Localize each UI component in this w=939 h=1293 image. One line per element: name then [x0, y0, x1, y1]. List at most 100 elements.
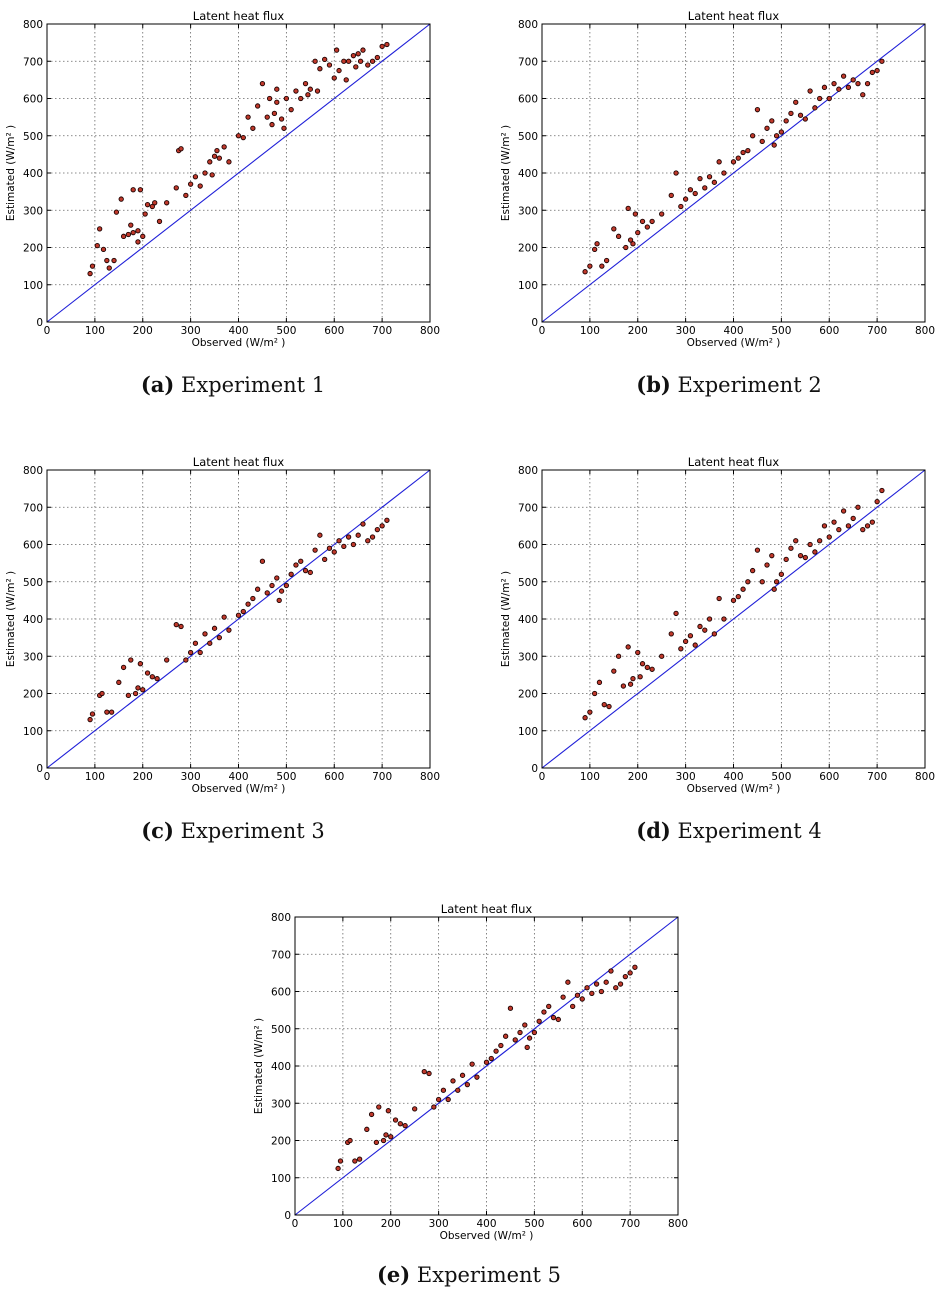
- data-point: [164, 200, 170, 206]
- data-point: [550, 1014, 557, 1021]
- y-tick-label: 700: [518, 56, 538, 68]
- y-tick-label: 400: [518, 614, 538, 626]
- y-tick-label: 800: [518, 465, 538, 477]
- y-tick-label: 300: [271, 1098, 291, 1110]
- data-point: [812, 105, 818, 111]
- data-point: [376, 1104, 382, 1110]
- x-tick-label: 800: [668, 1218, 688, 1230]
- x-tick-label: 500: [771, 771, 791, 783]
- chart-title-e: Latent heat flux: [441, 902, 533, 916]
- data-point: [254, 586, 261, 592]
- data-point: [202, 170, 208, 176]
- x-tick-label: 0: [44, 325, 51, 337]
- data-point: [137, 661, 144, 667]
- data-point: [587, 263, 593, 269]
- data-point: [132, 690, 139, 697]
- data-point: [116, 679, 122, 685]
- data-point: [113, 209, 120, 215]
- data-point: [783, 118, 789, 124]
- data-point: [99, 690, 105, 697]
- data-point: [183, 657, 189, 663]
- data-point: [711, 179, 718, 185]
- y-tick-label: 400: [271, 1061, 291, 1073]
- data-point: [288, 107, 294, 113]
- caption-e: (e) Experiment 5: [236, 1262, 702, 1287]
- data-point: [322, 56, 328, 63]
- data-point: [365, 62, 371, 68]
- x-tick-label: 200: [381, 1218, 401, 1230]
- data-point: [546, 1003, 552, 1010]
- data-point: [245, 601, 251, 607]
- data-point: [840, 508, 847, 514]
- data-point: [764, 562, 770, 568]
- chart-panel-d: 0 100 200 300 400 500 600 700 800 0 100 200 300 400 50…: [495, 452, 935, 802]
- y-tick-label: 100: [518, 280, 538, 292]
- x-tick-label: 700: [620, 1218, 640, 1230]
- data-point: [502, 1033, 509, 1039]
- x-tick-label: 300: [676, 771, 696, 783]
- caption-letter-a: (a): [140, 372, 175, 397]
- data-point: [773, 133, 780, 139]
- data-point: [599, 263, 605, 269]
- data-point: [840, 73, 847, 79]
- data-point: [730, 597, 737, 604]
- data-point: [817, 538, 823, 544]
- data-point: [214, 147, 220, 154]
- data-point: [336, 538, 342, 544]
- data-point: [343, 77, 349, 83]
- data-point: [627, 970, 633, 976]
- data-point: [264, 590, 270, 596]
- data-point: [135, 239, 141, 245]
- data-point: [360, 521, 366, 527]
- x-tick-label: 100: [333, 1218, 353, 1230]
- data-point: [788, 110, 794, 117]
- data-point: [603, 979, 609, 985]
- data-point: [507, 1005, 514, 1011]
- x-tick-label: 600: [324, 771, 344, 783]
- data-point: [855, 80, 861, 87]
- chart-title-c: Latent heat flux: [193, 455, 285, 469]
- data-point: [625, 644, 631, 650]
- data-point: [879, 58, 885, 64]
- data-point: [632, 211, 639, 217]
- data-point: [259, 558, 266, 564]
- data-point: [745, 147, 751, 154]
- chart-title-a: Latent heat flux: [193, 9, 285, 23]
- data-point: [226, 159, 232, 165]
- data-point: [826, 534, 832, 540]
- x-tick-label: 700: [867, 325, 887, 337]
- data-point: [293, 88, 299, 94]
- data-point: [350, 53, 357, 59]
- data-point: [745, 579, 751, 585]
- data-point: [788, 545, 794, 551]
- data-point: [130, 187, 136, 193]
- data-point: [627, 237, 634, 243]
- data-point: [264, 114, 270, 120]
- data-point: [383, 1132, 389, 1138]
- data-point: [697, 623, 703, 630]
- data-point: [333, 47, 340, 53]
- data-point: [793, 99, 799, 105]
- y-axis-label-d: Estimated (W/m² ): [500, 571, 512, 667]
- data-point: [649, 218, 655, 225]
- data-point: [254, 103, 261, 109]
- data-point: [639, 218, 646, 225]
- data-point: [317, 532, 323, 538]
- y-tick-label: 700: [271, 949, 291, 961]
- x-tick-label: 200: [133, 771, 153, 783]
- y-tick-label: 500: [518, 131, 538, 143]
- data-point: [278, 588, 285, 594]
- data-point: [687, 633, 694, 639]
- x-tick-label: 600: [324, 325, 344, 337]
- data-point: [622, 973, 628, 980]
- data-point: [216, 155, 223, 161]
- data-point: [149, 203, 155, 210]
- data-point: [435, 1096, 442, 1103]
- data-point: [630, 675, 636, 682]
- data-point: [152, 200, 158, 206]
- x-tick-label: 600: [819, 325, 839, 337]
- data-point: [635, 649, 641, 656]
- caption-text-b: Experiment 2: [677, 373, 822, 397]
- x-tick-label: 800: [420, 325, 440, 337]
- data-point: [582, 715, 588, 721]
